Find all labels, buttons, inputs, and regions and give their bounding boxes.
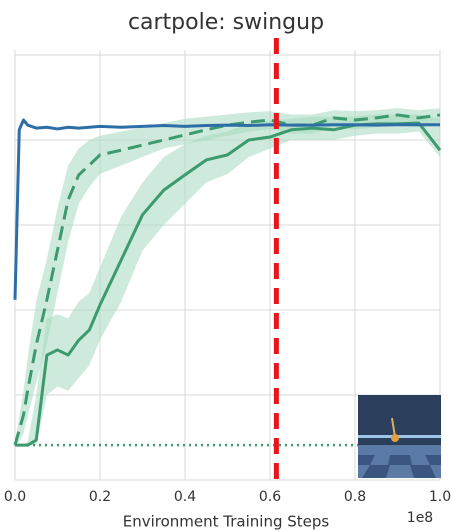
chart-title: cartpole: swingup — [128, 10, 324, 35]
x-tick-label: 0.4 — [174, 489, 196, 505]
x-tick-label: 0.2 — [89, 489, 111, 505]
x-tick-label: 0.8 — [344, 489, 366, 505]
x-tick-label: 1.0 — [429, 489, 451, 505]
chart: cartpole: swingup Environment Training S… — [0, 0, 452, 532]
x-offset-label: 1e8 — [407, 510, 433, 526]
x-tick-label: 0.6 — [259, 489, 281, 505]
inset-image — [358, 395, 441, 478]
x-axis-label: Environment Training Steps — [123, 513, 330, 531]
x-tick-label: 0.0 — [4, 489, 26, 505]
